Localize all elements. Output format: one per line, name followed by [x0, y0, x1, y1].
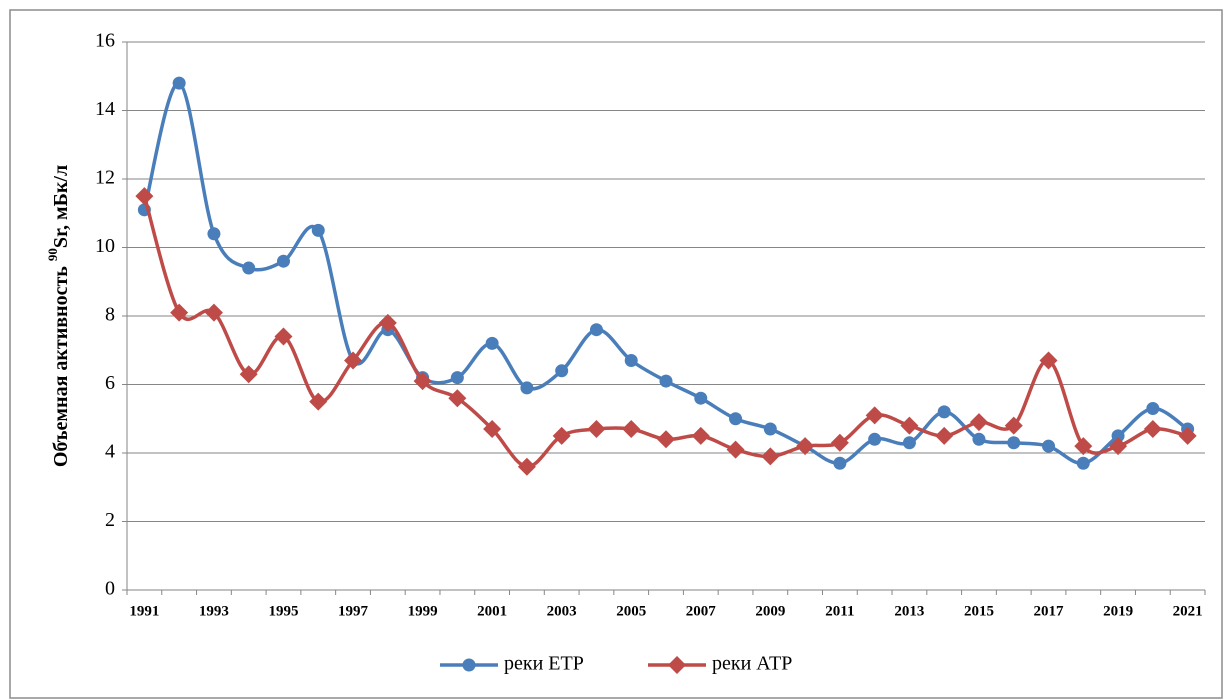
x-tick-label: 1991 [129, 603, 159, 619]
data-point [450, 371, 464, 385]
data-point [865, 406, 884, 425]
data-point [170, 303, 189, 322]
data-point [937, 405, 951, 419]
data-point [796, 437, 815, 456]
x-tick-label: 2011 [825, 603, 854, 619]
x-tick-label: 1999 [408, 603, 438, 619]
x-tick-label: 2005 [616, 603, 646, 619]
data-point [1004, 416, 1023, 435]
data-point [729, 412, 743, 426]
data-point [311, 223, 325, 237]
y-axis-label-text: Sr, мБк/л [50, 165, 72, 248]
data-point [242, 261, 256, 275]
data-point [624, 354, 638, 368]
data-point [309, 392, 328, 411]
data-point [1074, 437, 1093, 456]
x-tick-label: 2003 [547, 603, 577, 619]
legend-marker [668, 656, 686, 674]
x-tick-label: 2013 [894, 603, 924, 619]
data-point [659, 374, 673, 388]
data-point [276, 254, 290, 268]
data-point [761, 447, 780, 466]
data-point [483, 420, 502, 439]
data-point [204, 303, 223, 322]
chart-frame [9, 9, 1223, 699]
data-point [900, 416, 919, 435]
y-tick-label: 12 [95, 167, 115, 189]
data-point [694, 391, 708, 405]
data-point [1007, 436, 1021, 450]
data-point [830, 433, 849, 452]
data-point [587, 420, 606, 439]
data-point [135, 187, 154, 206]
x-tick-label: 2007 [686, 603, 717, 619]
data-point [378, 313, 397, 332]
legend-label: реки ЕТР [504, 653, 584, 675]
data-point [172, 76, 186, 90]
data-point [935, 426, 954, 445]
y-axis-label: Объемная активность 90Sr, мБк/л [45, 165, 72, 467]
data-point [972, 432, 986, 446]
data-point [517, 457, 536, 476]
data-point [763, 422, 777, 436]
data-point [207, 227, 221, 241]
legend-marker [462, 658, 476, 672]
y-tick-label: 8 [105, 304, 115, 326]
y-axis-label-text: Объемная активность [50, 261, 72, 467]
data-point [1146, 401, 1160, 415]
data-point [274, 327, 293, 346]
legend-label: реки АТР [712, 653, 792, 675]
x-tick-label: 1993 [199, 603, 229, 619]
y-tick-label: 6 [105, 372, 115, 394]
data-point [1143, 420, 1162, 439]
data-point [1076, 456, 1090, 470]
y-tick-label: 2 [105, 509, 115, 531]
data-point [520, 381, 534, 395]
data-point [833, 456, 847, 470]
data-point [448, 389, 467, 408]
data-point [413, 372, 432, 391]
y-axis-label-sup: 90 [45, 248, 60, 261]
data-point [902, 436, 916, 450]
data-point [622, 420, 641, 439]
data-point [239, 365, 258, 384]
data-point [1042, 439, 1056, 453]
data-point [1178, 426, 1197, 445]
y-tick-label: 14 [95, 98, 115, 120]
data-point [1111, 429, 1125, 443]
data-point [1039, 351, 1058, 370]
x-tick-label: 1997 [338, 603, 369, 619]
data-point [1109, 437, 1128, 456]
data-point [485, 336, 499, 350]
x-tick-label: 2009 [755, 603, 785, 619]
data-point [555, 364, 569, 378]
x-tick-label: 2021 [1173, 603, 1203, 619]
y-tick-label: 0 [105, 578, 115, 600]
data-point [726, 440, 745, 459]
x-tick-label: 2017 [1034, 603, 1065, 619]
x-tick-label: 1995 [268, 603, 298, 619]
x-tick-label: 2001 [477, 603, 507, 619]
data-point [657, 430, 675, 449]
data-point [868, 432, 882, 446]
data-point [344, 351, 363, 370]
data-point [552, 426, 571, 445]
data-point [691, 426, 710, 445]
data-point [969, 413, 988, 432]
x-tick-label: 2019 [1103, 603, 1133, 619]
y-tick-label: 4 [105, 441, 115, 463]
y-tick-label: 10 [95, 235, 115, 257]
data-point [589, 323, 603, 337]
x-tick-label: 2015 [964, 603, 994, 619]
y-tick-label: 16 [95, 30, 115, 52]
